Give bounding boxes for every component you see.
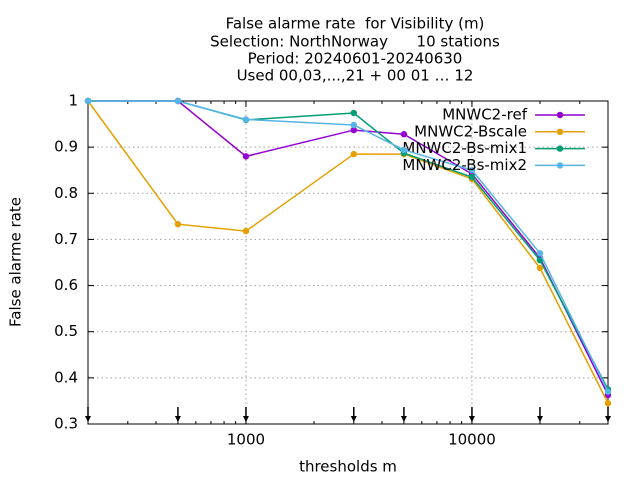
data-point xyxy=(84,97,92,105)
data-point xyxy=(536,250,544,257)
data-point xyxy=(350,126,357,134)
data-point xyxy=(400,146,408,154)
y-tick-label: 0.6 xyxy=(54,276,78,294)
data-point xyxy=(242,153,250,160)
y-tick-label: 0.7 xyxy=(54,230,78,248)
chart-title: False alarme rate for Visibility (m) xyxy=(226,15,485,33)
legend-marker xyxy=(556,111,564,119)
y-tick-label: 1 xyxy=(68,92,78,110)
legend-label: MNWC2-Bs-mix2 xyxy=(402,156,527,174)
x-axis-label: thresholds m xyxy=(299,458,397,476)
legend-marker xyxy=(556,128,564,135)
data-point xyxy=(400,131,408,138)
x-tick-label: 10000 xyxy=(448,431,496,449)
chart-title: Period: 20240601-20240630 xyxy=(248,50,463,68)
y-axis-label: False alarme rate xyxy=(7,197,25,327)
chart-title: Used 00,03,...,21 + 00 01 … 12 xyxy=(237,67,474,85)
legend-label: MNWC2-ref xyxy=(442,106,527,124)
x-marker-arrowhead xyxy=(242,416,249,422)
y-tick-label: 0.8 xyxy=(54,184,78,202)
series-line xyxy=(87,100,609,404)
series-line xyxy=(88,100,609,393)
x-tick-label: 1000 xyxy=(227,431,265,449)
y-tick-label: 0.4 xyxy=(54,368,78,386)
x-marker-arrowhead xyxy=(174,416,181,422)
data-point xyxy=(468,167,476,174)
y-tick-label: 0.3 xyxy=(54,415,78,433)
data-point xyxy=(468,173,476,181)
data-point xyxy=(604,388,612,395)
data-point xyxy=(242,227,250,235)
data-point xyxy=(350,109,357,117)
x-marker-arrowhead xyxy=(400,416,407,422)
plot-border xyxy=(87,100,609,425)
legend-marker xyxy=(556,145,564,152)
legend-marker xyxy=(556,162,564,169)
legend-label: MNWC2-Bs-mix1 xyxy=(402,139,527,157)
data-point xyxy=(350,150,357,158)
x-marker-arrowhead xyxy=(468,416,475,422)
x-marker-arrowhead xyxy=(536,416,543,422)
chart-title: Selection: NorthNorway 10 stations xyxy=(210,33,500,51)
data-point xyxy=(350,121,357,129)
data-point xyxy=(536,264,544,272)
legend-label: MNWC2-Bscale xyxy=(414,122,527,140)
y-tick-label: 0.9 xyxy=(54,138,78,156)
x-marker-arrowhead xyxy=(350,416,357,422)
data-point xyxy=(174,221,182,228)
data-point xyxy=(242,116,250,123)
data-point xyxy=(174,97,182,105)
y-tick-label: 0.5 xyxy=(54,322,78,340)
data-point xyxy=(536,256,544,264)
data-point xyxy=(604,400,612,407)
